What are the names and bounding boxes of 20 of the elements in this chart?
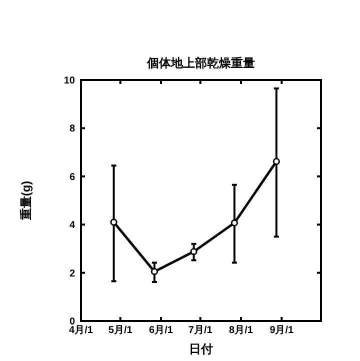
- x-tick-label: 8月/1: [229, 325, 254, 336]
- x-axis-title: 日付: [189, 342, 213, 356]
- x-tick-label: 4月/1: [69, 325, 94, 336]
- y-tick-label: 8: [69, 124, 76, 135]
- y-tick-label: 4: [69, 220, 76, 232]
- chart-title: 個体地上部乾燥重量: [146, 56, 255, 70]
- point: [230, 219, 238, 226]
- y-axis-title: 重量(g): [19, 180, 33, 222]
- y-tick-label: 0: [69, 316, 76, 328]
- x-tick-label: 7月/1: [188, 325, 213, 336]
- point: [272, 158, 280, 166]
- point: [150, 268, 158, 276]
- x-tick-label: 5月/1: [108, 325, 133, 336]
- point: [110, 218, 118, 226]
- y-tick-label: 2: [69, 268, 76, 280]
- point: [190, 248, 198, 256]
- y-tick-label: 6: [69, 172, 76, 183]
- y-tick-label: 10: [64, 76, 76, 86]
- x-tick-label: 9月/1: [270, 325, 294, 336]
- x-tick-label: 6月/1: [149, 325, 174, 336]
